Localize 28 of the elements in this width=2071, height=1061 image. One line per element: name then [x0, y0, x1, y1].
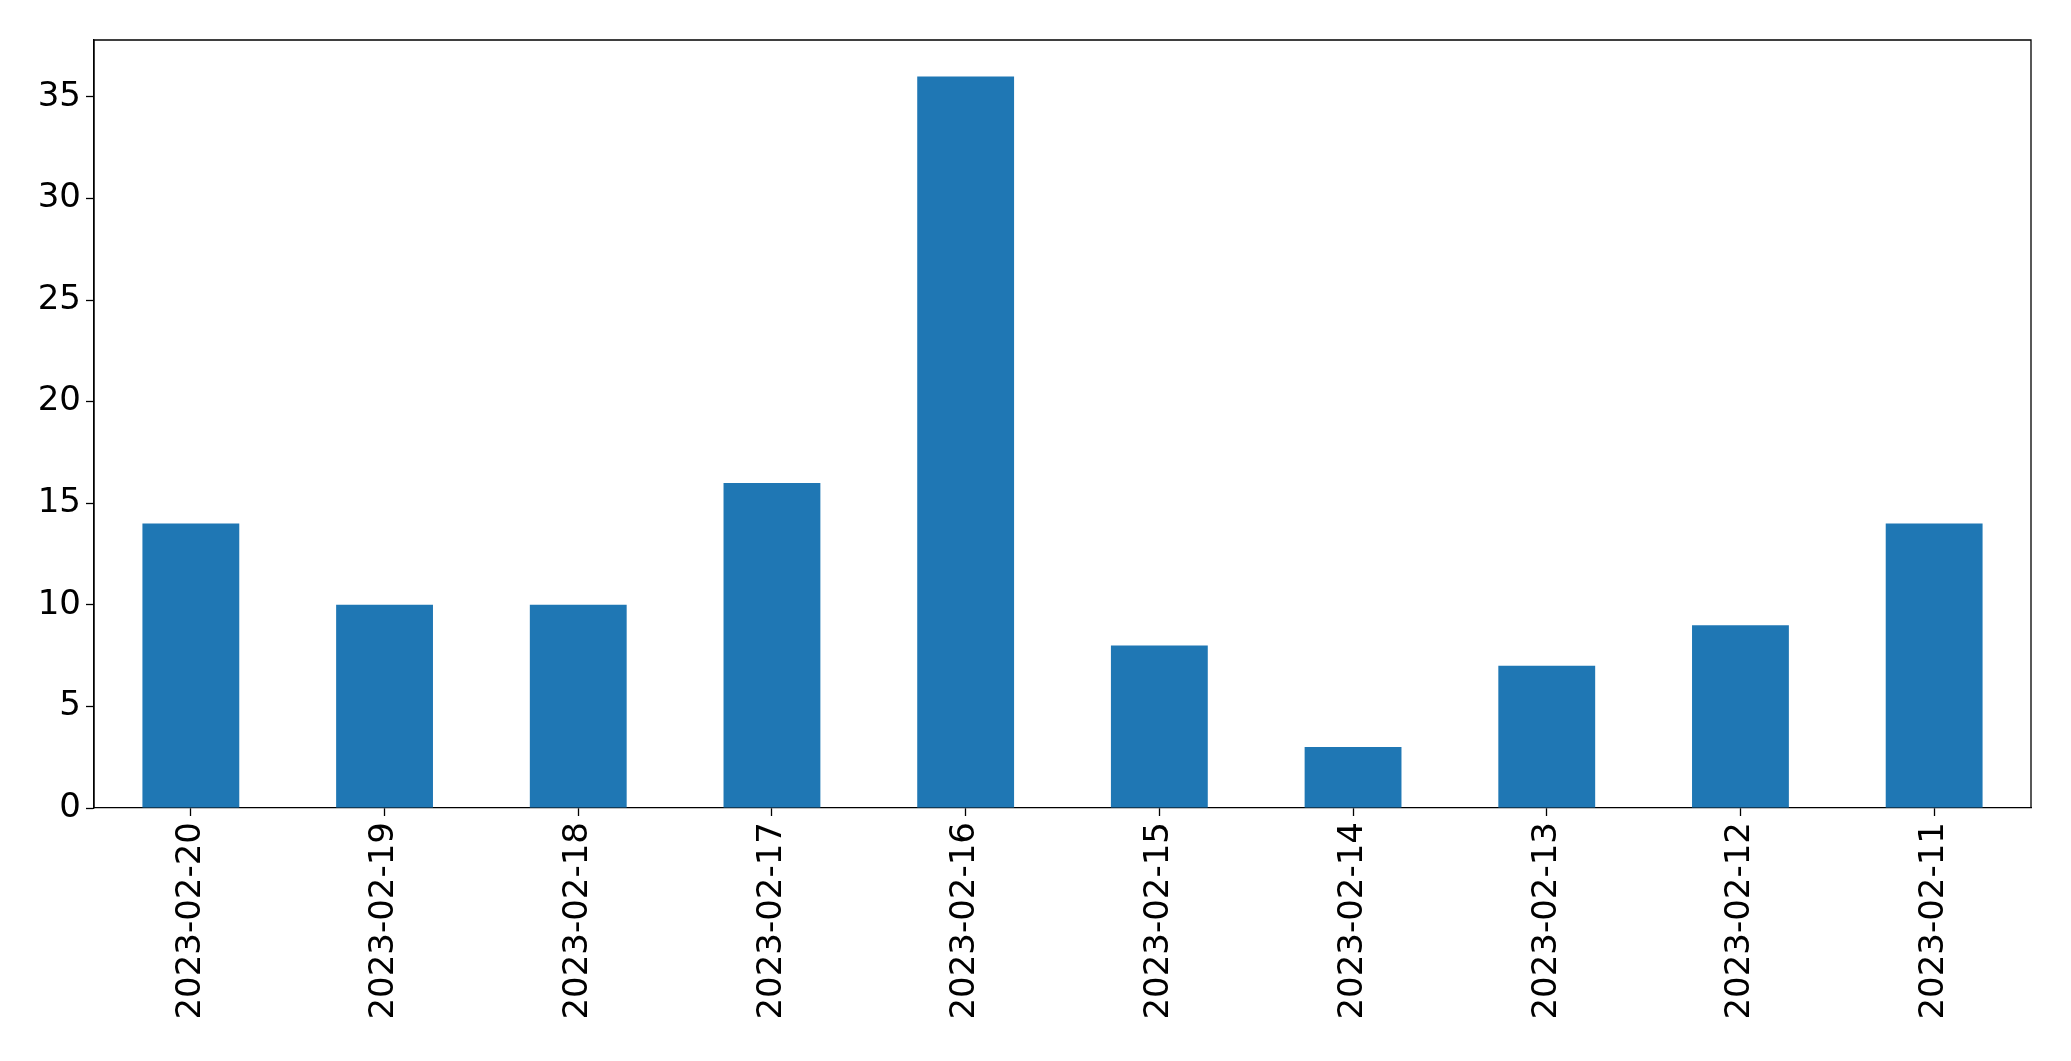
x-tick-label: 2023-02-13 — [1523, 822, 1564, 1020]
y-tick-label: 10 — [37, 581, 81, 622]
x-tick-label: 2023-02-19 — [361, 822, 402, 1020]
y-tick-label: 0 — [59, 784, 81, 825]
bar — [142, 523, 240, 808]
x-tick-label: 2023-02-18 — [555, 822, 596, 1020]
x-tick-label: 2023-02-17 — [748, 822, 789, 1020]
bar — [336, 604, 433, 808]
y-tick-label: 35 — [37, 73, 81, 114]
x-tick-label: 2023-02-14 — [1329, 822, 1370, 1020]
y-tick-label: 30 — [37, 175, 81, 216]
bar — [1304, 747, 1402, 808]
y-tick-label: 15 — [37, 480, 81, 521]
bar — [1692, 625, 1789, 808]
bar — [917, 76, 1015, 808]
bar — [529, 604, 627, 808]
y-tick-label: 5 — [59, 683, 81, 724]
x-tick-label: 2023-02-11 — [1910, 822, 1951, 1020]
x-tick-label: 2023-02-20 — [167, 822, 208, 1020]
y-tick-label: 25 — [37, 276, 81, 317]
y-tick-label: 20 — [37, 378, 81, 419]
bar — [1110, 645, 1208, 808]
x-tick-label: 2023-02-16 — [942, 822, 983, 1020]
bar — [1885, 523, 1983, 808]
bar — [723, 482, 821, 808]
x-tick-label: 2023-02-15 — [1136, 822, 1177, 1020]
bar — [1498, 665, 1596, 808]
x-tick-label: 2023-02-12 — [1717, 822, 1758, 1020]
